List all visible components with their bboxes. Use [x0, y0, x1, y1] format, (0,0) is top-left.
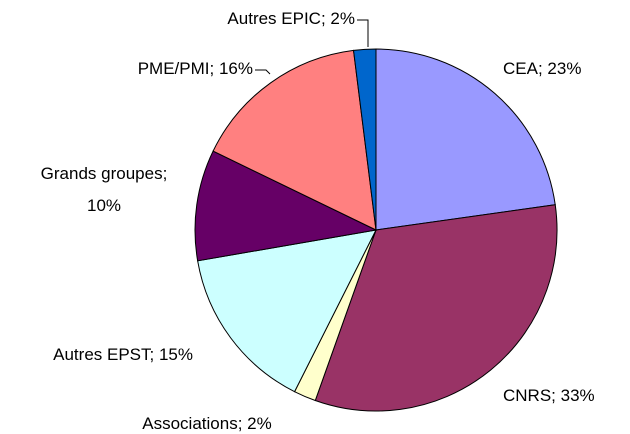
pie-slice: [212, 49, 377, 231]
value-label: 2%: [330, 9, 355, 28]
label-separator: ;: [210, 59, 219, 78]
pie-slice: [352, 48, 377, 231]
label-separator: ;: [238, 414, 247, 433]
slice-label: CNRS; 33%: [503, 386, 595, 405]
label-separator: ;: [321, 9, 330, 28]
value-label: 33%: [561, 386, 595, 405]
label-separator: ;: [538, 59, 547, 78]
value-label: 2%: [247, 414, 272, 433]
value-label: 10%: [87, 196, 121, 215]
leader-line: [357, 19, 369, 47]
slice-label: Associations; 2%: [142, 414, 271, 433]
slice-label: CEA; 23%: [503, 59, 581, 78]
pie-slice: [314, 204, 558, 412]
category-name: Autres EPIC: [227, 9, 321, 28]
pie-slice: [197, 229, 377, 393]
category-name: CNRS: [503, 386, 551, 405]
category-name: Associations: [142, 414, 237, 433]
label-separator: ;: [150, 345, 159, 364]
pie-slice: [194, 150, 378, 262]
value-label: 16%: [219, 59, 253, 78]
slice-label: PME/PMI; 16%: [138, 59, 253, 78]
label-separator: ;: [163, 164, 168, 183]
category-name: Autres EPST: [53, 345, 151, 364]
category-name: Grands groupes: [41, 164, 163, 183]
pie-slice: [375, 48, 556, 231]
label-separator: ;: [551, 386, 560, 405]
value-label: 23%: [547, 59, 581, 78]
category-name: PME/PMI: [138, 59, 210, 78]
value-label: 15%: [159, 345, 193, 364]
slice-label: Autres EPST; 15%: [53, 345, 193, 364]
leader-line: [255, 69, 271, 75]
category-name: CEA: [503, 59, 539, 78]
slice-label: Autres EPIC; 2%: [227, 9, 355, 28]
slice-label: Grands groupes; 10%: [41, 164, 168, 215]
